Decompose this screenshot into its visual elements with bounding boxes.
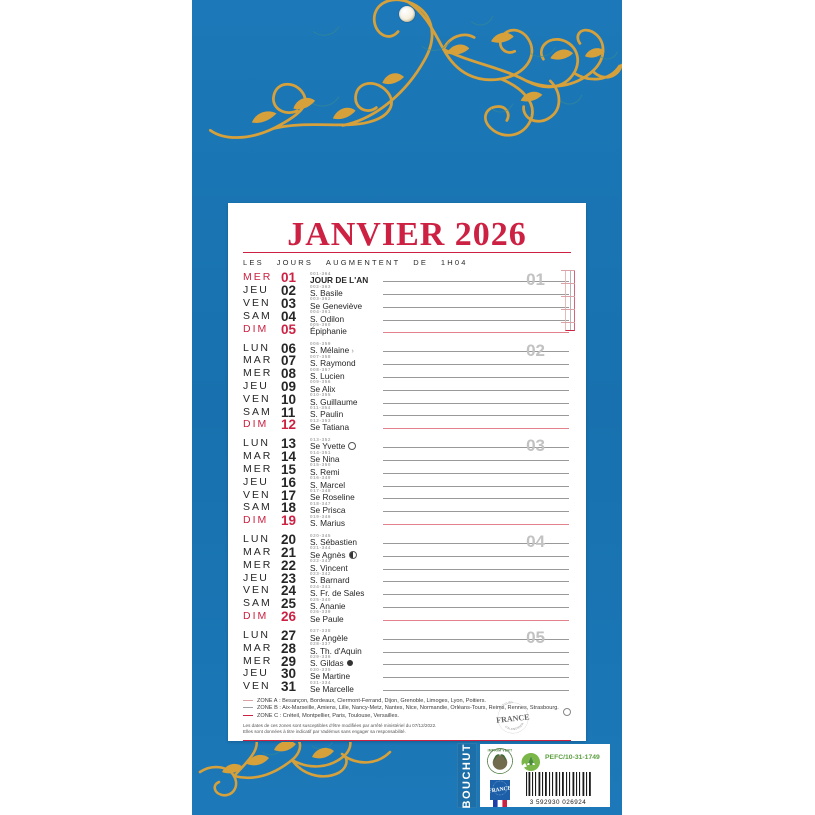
svg-text:PEFC/10-31-1749: PEFC/10-31-1749 xyxy=(545,754,600,761)
svg-text:FRANCE: FRANCE xyxy=(496,712,530,724)
svg-text:OFFICIEL: OFFICIEL xyxy=(498,700,514,711)
svg-text:3 592930 026924: 3 592930 026924 xyxy=(530,799,587,806)
svg-text:IMPRIM'VERT: IMPRIM'VERT xyxy=(488,749,513,753)
